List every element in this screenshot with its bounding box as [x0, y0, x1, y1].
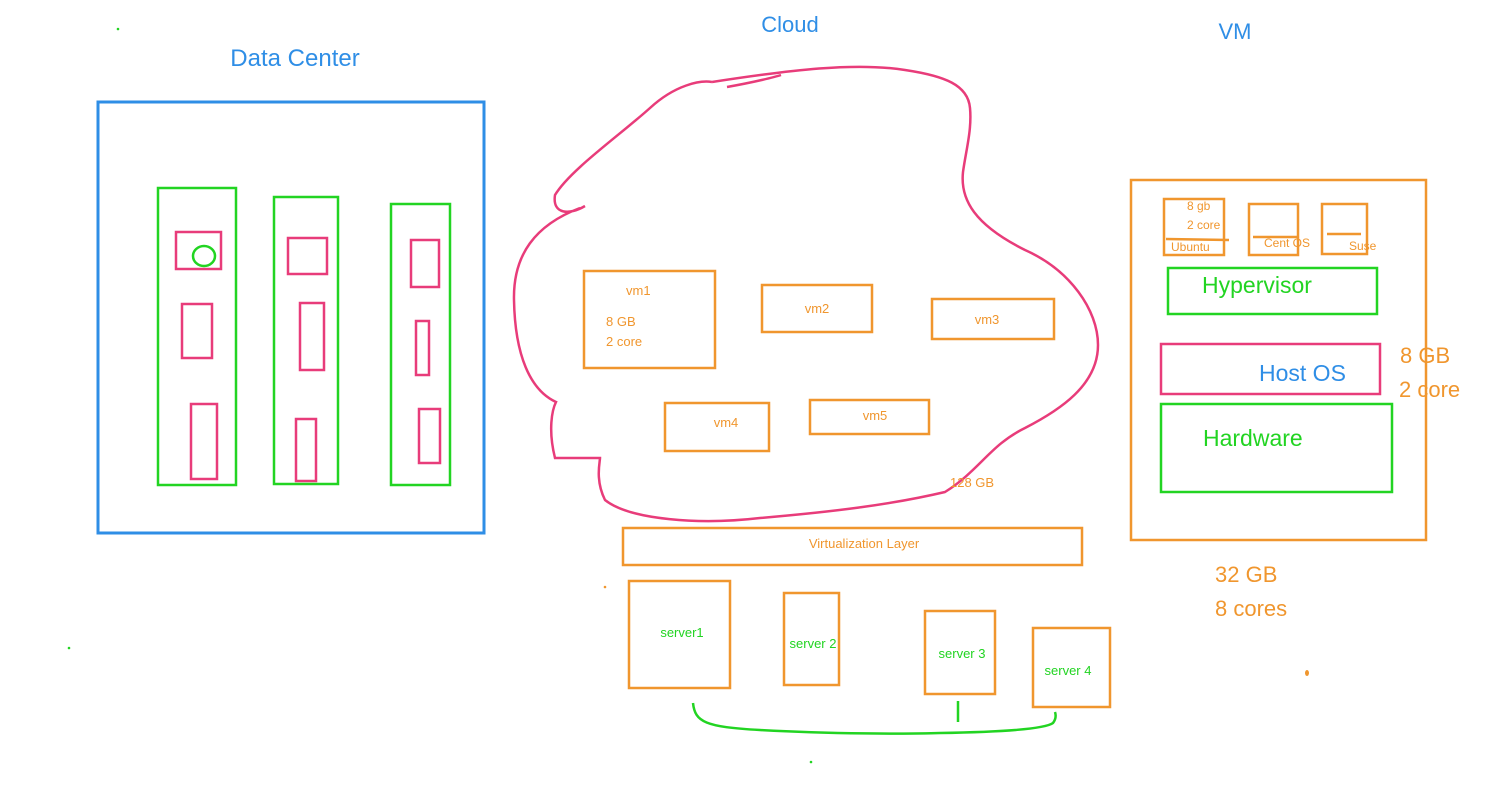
data-center-section: Data Center — [96, 45, 486, 535]
stray-dot — [603, 585, 607, 589]
cloud-vm: vm3 — [930, 297, 1056, 341]
server-box — [782, 591, 841, 687]
stray-dot — [116, 27, 120, 31]
server-rack — [272, 195, 340, 486]
cloud-outline — [512, 65, 1100, 523]
cloud-vm: vm5 — [808, 398, 931, 436]
host-os-layer: Host OS — [1159, 342, 1382, 396]
server: server 4 — [1031, 626, 1112, 709]
rack-unit — [414, 319, 431, 377]
guest-vm-spec: 8 gb — [1187, 199, 1211, 213]
server-rack — [389, 202, 452, 487]
hypervisor-box — [1166, 266, 1379, 316]
vm-spec: 2 core — [606, 334, 642, 349]
vm-box — [663, 401, 771, 453]
vm-spec: 8 GB — [606, 314, 636, 329]
guest-vm-label: Ubuntu — [1171, 240, 1210, 254]
rack-unit — [174, 230, 223, 271]
machine-spec: 8 cores — [1215, 596, 1287, 621]
server-group-brace — [691, 702, 1057, 735]
data-center-frame — [96, 100, 486, 535]
virtualization-layer-label: Virtualization Layer — [809, 536, 920, 551]
guest-vm-label: Suse — [1349, 239, 1377, 253]
vm-machine-frame — [1129, 178, 1428, 542]
server-label: server 4 — [1045, 663, 1092, 678]
vm-label: vm2 — [805, 301, 830, 316]
hardware-label: Hardware — [1203, 425, 1303, 451]
virtualization-layer-box — [621, 526, 1084, 567]
guest-vm-box — [1247, 202, 1300, 257]
rack-unit — [286, 236, 329, 276]
vm-box — [808, 398, 931, 436]
server-box — [923, 609, 997, 696]
hardware-box — [1159, 402, 1394, 494]
guest-vm: 8 gb 2 core Ubuntu — [1162, 197, 1230, 257]
guest-vm-spec: 2 core — [1187, 218, 1221, 232]
server-box — [627, 579, 732, 690]
rack-frame — [272, 195, 340, 486]
host-os-label: Host OS — [1259, 360, 1346, 386]
server-box — [1031, 626, 1112, 709]
cloud-total-memory: 128 GB — [950, 475, 994, 490]
rack-unit — [189, 402, 219, 481]
server-rack — [156, 186, 238, 487]
vm-label: vm3 — [975, 312, 1000, 327]
rack-unit — [409, 238, 441, 289]
host-os-box — [1159, 342, 1382, 396]
vm-label: vm1 — [626, 283, 651, 298]
data-center-title: Data Center — [230, 45, 359, 72]
hypervisor-layer: Hypervisor — [1166, 266, 1379, 316]
guest-vm-box — [1320, 202, 1369, 256]
server: server1 — [627, 579, 732, 690]
rack-frame — [389, 202, 452, 487]
vm-section: VM 8 gb 2 core Ubuntu Cent OS Suse Hyper… — [1129, 19, 1460, 621]
guest-vm: Suse — [1320, 202, 1377, 256]
server: server 3 — [923, 609, 997, 696]
rack-unit — [417, 407, 442, 465]
vm-box — [760, 283, 874, 334]
virtualization-layer: Virtualization Layer — [621, 526, 1084, 567]
guest-vm-label: Cent OS — [1264, 236, 1310, 250]
rack-frame — [156, 186, 238, 487]
hypervisor-label: Hypervisor — [1202, 272, 1312, 298]
host-os-spec: 8 GB — [1400, 343, 1450, 368]
stray-dot — [67, 646, 71, 650]
cloud-section: Cloud vm1 8 GB 2 core vm2 vm3 vm4 vm5 12… — [512, 12, 1112, 735]
cloud-vm: vm4 — [663, 401, 771, 453]
guest-vm-box — [1162, 197, 1226, 257]
rack-indicator — [191, 244, 217, 268]
server: server 2 — [782, 591, 841, 687]
rack-unit — [180, 302, 214, 360]
vm-label: vm5 — [863, 408, 888, 423]
cloud-title: Cloud — [761, 12, 818, 37]
server-label: server1 — [660, 625, 703, 640]
cloud-vm: vm1 8 GB 2 core — [582, 269, 717, 370]
vm-label: vm4 — [714, 415, 739, 430]
vm-box — [582, 269, 717, 370]
stray-dot — [809, 760, 813, 764]
host-os-spec: 2 core — [1399, 377, 1460, 402]
stray-dot — [1305, 670, 1309, 676]
guest-vm-divider — [1165, 237, 1230, 242]
rack-unit — [294, 417, 318, 483]
server-label: server 2 — [790, 636, 837, 651]
vm-title: VM — [1219, 19, 1252, 44]
hardware-layer: Hardware — [1159, 402, 1394, 494]
machine-spec: 32 GB — [1215, 562, 1277, 587]
rack-unit — [298, 301, 326, 372]
guest-vm: Cent OS — [1247, 202, 1310, 257]
vm-box — [930, 297, 1056, 341]
cloud-vm: vm2 — [760, 283, 874, 334]
server-label: server 3 — [939, 646, 986, 661]
